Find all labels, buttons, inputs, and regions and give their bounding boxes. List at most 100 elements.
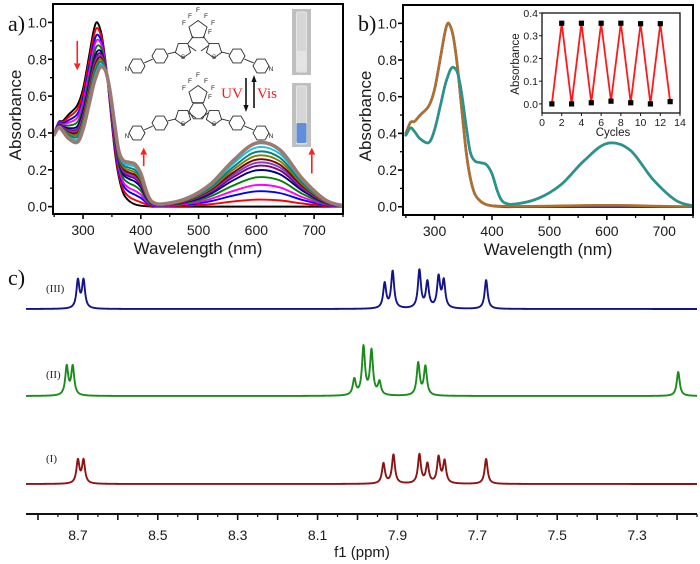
panel-label: b)	[358, 11, 376, 36]
cycling-point	[568, 101, 575, 107]
atom-label-F: F	[208, 94, 212, 101]
nmr-spectrum-trace	[25, 452, 698, 485]
spectrum-curve	[404, 21, 693, 208]
atom-label-F: F	[188, 13, 192, 20]
inset-x-tick-label: 6	[598, 117, 604, 129]
vial-photo	[292, 9, 311, 75]
x-tick-label: 400	[129, 222, 153, 238]
x-tick-label: 600	[245, 222, 269, 238]
inset-y-tick-label: 0.3	[523, 31, 538, 43]
phenyl-ring	[228, 48, 246, 64]
methyl-bond	[200, 45, 209, 52]
atom-label-N: N	[269, 133, 274, 140]
atom-label-S: S	[212, 121, 217, 128]
cycling-point	[637, 21, 644, 27]
vial-solution	[296, 123, 307, 143]
pyridine-ring	[128, 58, 146, 74]
trend-arrow-up-icon-head	[140, 147, 148, 155]
cycling-point	[628, 100, 634, 106]
phenyl-ring	[151, 115, 169, 131]
trend-arrow-up-icon-head	[308, 147, 316, 155]
ppm-axis-title: f1 (ppm)	[334, 544, 390, 561]
trend-arrow-down-icon-head	[73, 63, 81, 71]
atom-label-F: F	[196, 7, 200, 14]
vial-photo	[292, 83, 311, 147]
atom-label-S: S	[181, 54, 186, 61]
spectrum-curve	[53, 21, 343, 208]
x-axis-title: Wavelength (nm)	[134, 239, 263, 258]
inset-y-tick-label: 0.0	[523, 99, 538, 111]
inset-x-axis-title: Cycles	[596, 127, 631, 139]
inset-y-tick-label: 0.4	[523, 8, 538, 20]
inset-x-tick-label: 14	[674, 117, 686, 129]
x-tick-label: 300	[423, 223, 447, 239]
atom-label-F: F	[188, 78, 192, 85]
thiophene-ring	[205, 43, 223, 59]
atom-label-N: N	[269, 66, 274, 73]
atom-label-F: F	[182, 20, 186, 27]
inset-x-tick-label: 12	[654, 117, 666, 129]
spectrum-curve	[53, 64, 343, 208]
bond	[221, 51, 230, 55]
x-tick-label: 500	[538, 223, 562, 239]
cycling-point	[608, 98, 614, 104]
ppm-tick-label: 8.3	[228, 527, 248, 543]
pyridine-ring	[128, 125, 146, 141]
spectrum-curve	[53, 44, 343, 208]
cycling-point	[598, 20, 604, 26]
ppm-tick-label: 8.5	[148, 527, 168, 543]
y-tick-label: 1.0	[28, 14, 48, 30]
y-tick-label: 0.0	[28, 199, 48, 215]
perfluorocyclopentene-ring	[188, 19, 208, 39]
atom-label-F: F	[196, 72, 200, 79]
panel-label: a)	[8, 11, 25, 36]
spectrum-curve	[404, 65, 693, 208]
bond	[202, 35, 210, 45]
atom-label-N: N	[125, 66, 130, 73]
bond	[187, 36, 194, 45]
inset-y-tick-label: 0.1	[523, 76, 538, 88]
panel-label: c)	[8, 265, 25, 290]
trace-label: (II)	[46, 369, 61, 381]
x-tick-label: 600	[595, 223, 619, 239]
spectrum-curve	[53, 33, 343, 208]
trace-label: (III)	[46, 283, 65, 295]
atom-label-N: N	[125, 133, 130, 140]
panel-a: 300 400 500 600 700 0.0 0.2 0.4 0.6 0.8 1.0 Wavelen…	[6, 3, 344, 258]
y-tick-label: 1.0	[378, 15, 398, 31]
plot-frame	[402, 4, 694, 216]
cycling-point	[618, 20, 624, 26]
y-tick-label: 0.4	[378, 125, 398, 141]
pyridine-ring	[252, 58, 270, 74]
vis-arrow-up-icon-head	[251, 75, 257, 82]
bond	[144, 58, 153, 64]
inset-x-tick-label: 2	[559, 117, 565, 129]
atom-label-S: S	[212, 54, 217, 61]
spectrum-curve	[53, 38, 343, 208]
methyl-bond	[188, 112, 197, 119]
bond	[144, 125, 153, 131]
atom-label-S: S	[181, 121, 186, 128]
bond	[221, 118, 230, 122]
nmr-spectrum-trace	[25, 268, 698, 310]
thiophene-ring	[174, 43, 192, 59]
cycling-point	[559, 20, 565, 26]
bond	[244, 58, 254, 64]
atom-label-F: F	[211, 20, 215, 27]
ppm-tick-label: 8.1	[308, 527, 328, 543]
atom-label-F: F	[182, 85, 186, 92]
y-tick-label: 0.0	[378, 199, 398, 215]
inset-x-tick-label: 10	[635, 117, 647, 129]
thiophene-ring	[174, 110, 192, 126]
perfluorocyclopentene-ring	[188, 84, 208, 104]
x-tick-label: 500	[187, 222, 211, 238]
y-tick-label: 0.6	[378, 89, 398, 105]
cycling-point	[578, 20, 585, 26]
ppm-tick-label: 7.3	[627, 527, 647, 543]
y-tick-label: 0.4	[28, 125, 48, 141]
methyl-bond	[200, 112, 209, 119]
pyridine-ring	[252, 125, 270, 141]
